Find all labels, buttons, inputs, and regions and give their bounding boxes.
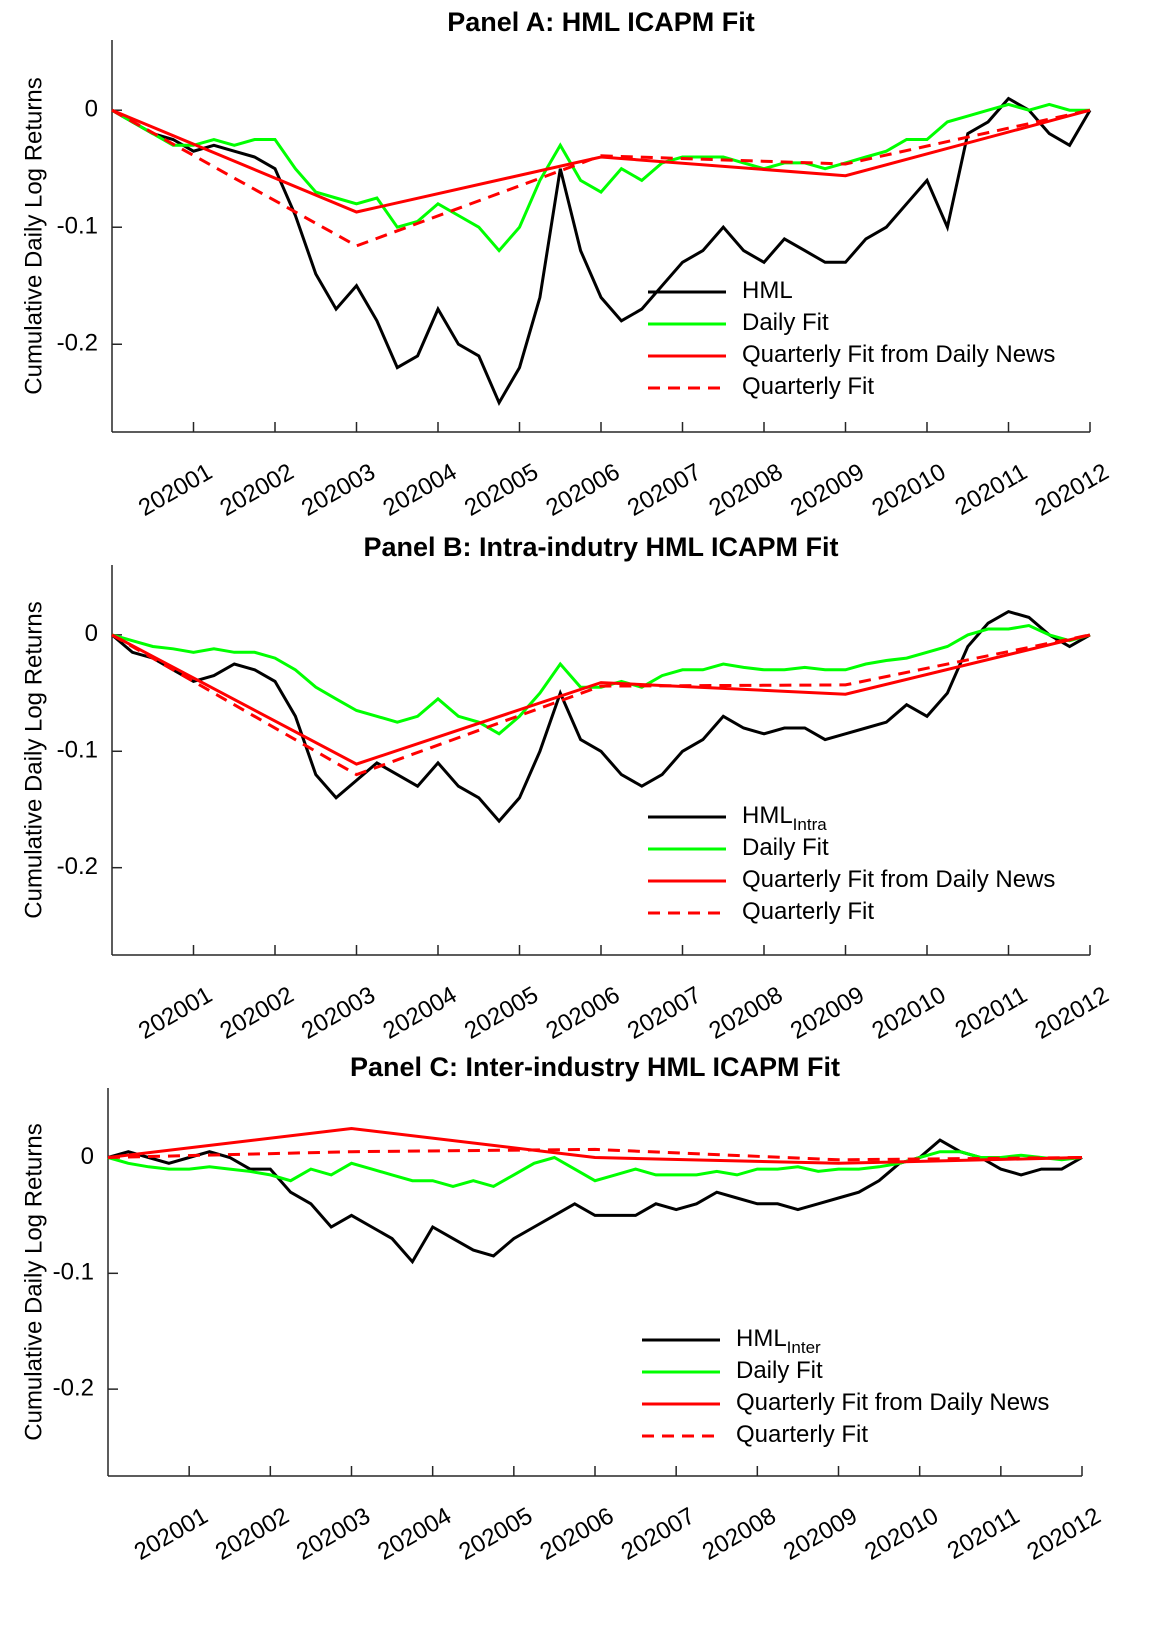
x-tick-label: 202005 (460, 458, 543, 521)
legend-label: Quarterly Fit from Daily News (736, 1389, 1049, 1416)
chart-title: Panel A: HML ICAPM Fit (447, 7, 755, 37)
x-tick-label: 202012 (1031, 981, 1114, 1044)
x-tick-label: 202001 (134, 981, 217, 1044)
legend-name: Quarterly Fit (736, 1421, 868, 1448)
legend-name: Quarterly Fit (742, 373, 874, 400)
y-tick-label: 0 (85, 96, 98, 123)
series-line (111, 108, 1091, 248)
series-line (111, 633, 1091, 777)
y-axis-label: Cumulative Daily Log Returns (20, 601, 47, 918)
legend-name: Quarterly Fit (742, 898, 874, 925)
legend-name: HML (736, 1325, 787, 1352)
x-tick-label: 202008 (705, 981, 788, 1044)
x-tick-label: 202006 (542, 458, 625, 521)
legend-name: Daily Fit (742, 309, 829, 336)
legend-label: Quarterly Fit from Daily News (742, 866, 1055, 893)
legend-name: Daily Fit (736, 1357, 823, 1384)
x-tick-label: 202002 (216, 981, 299, 1044)
x-tick-label: 202006 (542, 981, 625, 1044)
x-tick-label: 202002 (216, 458, 299, 521)
y-tick-label: 0 (81, 1143, 94, 1170)
chart-title: Panel B: Intra-indutry HML ICAPM Fit (363, 532, 838, 562)
series-line (111, 633, 1091, 766)
legend-name: Daily Fit (742, 834, 829, 861)
series-line (107, 1147, 1083, 1162)
series-line (107, 1150, 1083, 1189)
y-axis-label: Cumulative Daily Log Returns (20, 77, 47, 394)
x-tick-label: 202004 (379, 981, 462, 1044)
x-tick-label: 202003 (297, 458, 380, 521)
x-tick-label: 202009 (779, 1502, 862, 1565)
series-line (107, 1126, 1083, 1165)
legend-label: Quarterly Fit (742, 898, 874, 925)
legend-label: HML (742, 277, 793, 304)
x-tick-label: 202001 (130, 1502, 213, 1565)
y-tick-label: -0.1 (57, 737, 98, 764)
series-line (111, 609, 1091, 824)
legend-subscript: Intra (793, 815, 828, 834)
x-tick-label: 202007 (617, 1502, 700, 1565)
legend-label: Quarterly Fit from Daily News (742, 341, 1055, 368)
legend-name: Quarterly Fit from Daily News (742, 341, 1055, 368)
legend-subscript: Inter (787, 1338, 821, 1357)
legend-label: HMLIntra (742, 802, 827, 834)
panel: Panel C: Inter-industry HML ICAPM Fit Cum… (20, 1052, 1105, 1566)
x-tick-label: 202011 (951, 981, 1032, 1044)
x-tick-label: 202010 (860, 1502, 943, 1565)
x-tick-label: 202009 (786, 458, 869, 521)
x-tick-label: 202004 (379, 458, 462, 521)
legend-name: Quarterly Fit from Daily News (736, 1389, 1049, 1416)
x-tick-label: 202005 (454, 1502, 537, 1565)
legend-name: HML (742, 277, 793, 304)
y-tick-label: -0.1 (53, 1259, 94, 1286)
x-tick-label: 202012 (1031, 458, 1114, 521)
legend-label: Quarterly Fit (742, 373, 874, 400)
x-tick-label: 202010 (868, 458, 951, 521)
x-tick-label: 202009 (786, 981, 869, 1044)
legend-name: Quarterly Fit from Daily News (742, 866, 1055, 893)
x-tick-label: 202003 (292, 1502, 375, 1565)
y-tick-label: -0.2 (53, 1374, 94, 1401)
x-tick-label: 202011 (943, 1502, 1024, 1565)
x-tick-label: 202012 (1023, 1502, 1106, 1565)
y-axis-label: Cumulative Daily Log Returns (20, 1123, 47, 1440)
x-tick-label: 202007 (623, 458, 706, 521)
chart-title: Panel C: Inter-industry HML ICAPM Fit (350, 1052, 840, 1082)
x-tick-label: 202010 (868, 981, 951, 1044)
series-line (111, 102, 1090, 253)
x-tick-label: 202005 (460, 981, 543, 1044)
x-tick-label: 202008 (698, 1502, 781, 1565)
legend-name: HML (742, 802, 793, 829)
y-tick-label: 0 (85, 620, 98, 647)
series-line (111, 96, 1092, 407)
x-tick-label: 202011 (951, 458, 1032, 521)
x-tick-label: 202004 (373, 1502, 456, 1565)
legend-label: Daily Fit (742, 834, 829, 861)
x-tick-label: 202001 (134, 458, 217, 521)
x-tick-label: 202003 (297, 981, 380, 1044)
x-tick-label: 202002 (211, 1502, 294, 1565)
x-tick-label: 202008 (705, 458, 788, 521)
y-tick-label: -0.2 (57, 853, 98, 880)
legend-label: Daily Fit (736, 1357, 823, 1384)
legend-label: Quarterly Fit (736, 1421, 868, 1448)
x-tick-label: 202006 (536, 1502, 619, 1565)
legend-label: HMLInter (736, 1325, 821, 1357)
y-tick-label: -0.1 (57, 213, 98, 240)
panel: Panel B: Intra-indutry HML ICAPM Fit Cumu… (20, 532, 1113, 1045)
x-tick-label: 202007 (623, 981, 706, 1044)
legend-label: Daily Fit (742, 309, 829, 336)
panel: Panel A: HML ICAPM Fit Cumulative Daily L… (20, 7, 1113, 522)
y-tick-label: -0.2 (57, 330, 98, 357)
